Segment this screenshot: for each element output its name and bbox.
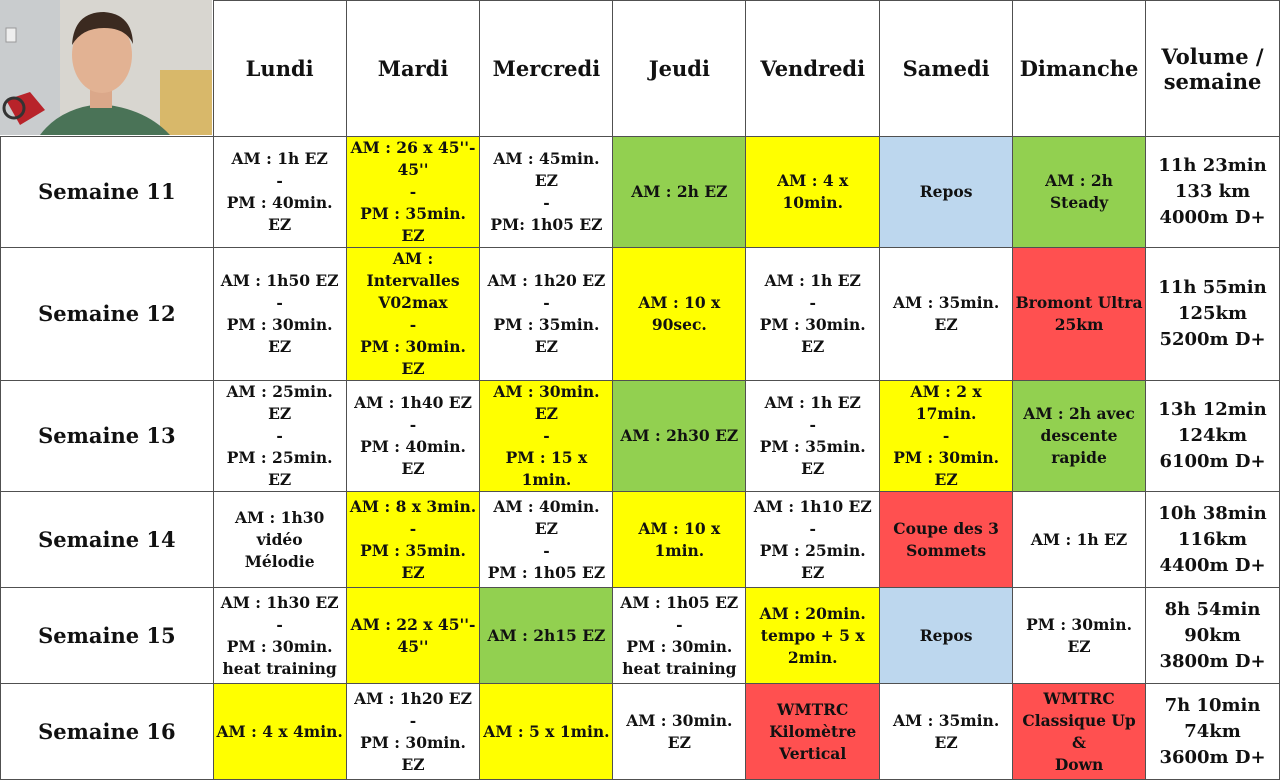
week-label: Semaine 15 bbox=[0, 587, 214, 684]
day-header-mardi: Mardi bbox=[345, 0, 481, 137]
week-label: Semaine 16 bbox=[0, 683, 214, 780]
webcam-video-frame bbox=[0, 0, 212, 135]
workout-cell-lundi: AM : 1h30 EZ - PM : 30min. heat training bbox=[212, 587, 347, 684]
workout-cell-samedi: Repos bbox=[879, 136, 1014, 248]
workout-cell-mercredi: AM : 45min. EZ - PM: 1h05 EZ bbox=[479, 136, 614, 248]
weekly-volume-cell: 7h 10min 74km 3600m D+ bbox=[1145, 683, 1280, 780]
workout-cell-samedi: AM : 35min. EZ bbox=[879, 247, 1014, 381]
weekly-volume-cell: 11h 23min 133 km 4000m D+ bbox=[1145, 136, 1280, 248]
workout-cell-mardi: AM : 1h20 EZ - PM : 30min. EZ bbox=[345, 683, 481, 780]
week-label: Semaine 14 bbox=[0, 491, 214, 588]
workout-cell-dimanche: AM : 2h avec descente rapide bbox=[1012, 380, 1147, 492]
workout-cell-lundi: AM : 25min. EZ - PM : 25min. EZ bbox=[212, 380, 347, 492]
week-row: Semaine 15 AM : 1h30 EZ - PM : 30min. hea… bbox=[0, 587, 1280, 684]
workout-cell-mardi: AM : 26 x 45''- 45'' - PM : 35min. EZ bbox=[345, 136, 481, 248]
week-row: Semaine 14 AM : 1h30 vidéo Mélodie AM : 8 … bbox=[0, 491, 1280, 588]
workout-cell-mercredi: AM : 1h20 EZ - PM : 35min. EZ bbox=[479, 247, 614, 381]
workout-cell-mercredi: AM : 5 x 1min. bbox=[479, 683, 614, 780]
week-row: Semaine 12 AM : 1h50 EZ - PM : 30min. EZ A… bbox=[0, 247, 1280, 381]
weekly-volume-cell: 8h 54min 90km 3800m D+ bbox=[1145, 587, 1280, 684]
workout-cell-lundi: AM : 1h30 vidéo Mélodie bbox=[212, 491, 347, 588]
workout-cell-jeudi: AM : 10 x 1min. bbox=[612, 491, 747, 588]
workout-cell-mardi: AM : 22 x 45''- 45'' bbox=[345, 587, 481, 684]
workout-cell-jeudi: AM : 1h05 EZ - PM : 30min. heat training bbox=[612, 587, 747, 684]
workout-cell-lundi: AM : 1h EZ - PM : 40min. EZ bbox=[212, 136, 347, 248]
week-label: Semaine 11 bbox=[0, 136, 214, 248]
workout-cell-vendredi: AM : 4 x 10min. bbox=[745, 136, 881, 248]
workout-cell-mardi: AM : 1h40 EZ - PM : 40min. EZ bbox=[345, 380, 481, 492]
workout-cell-lundi: AM : 1h50 EZ - PM : 30min. EZ bbox=[212, 247, 347, 381]
workout-cell-jeudi: AM : 2h30 EZ bbox=[612, 380, 747, 492]
workout-cell-samedi: AM : 35min. EZ bbox=[879, 683, 1014, 780]
workout-cell-samedi: Repos bbox=[879, 587, 1014, 684]
workout-cell-vendredi: AM : 1h EZ - PM : 30min. EZ bbox=[745, 247, 881, 381]
weekly-volume-cell: 13h 12min 124km 6100m D+ bbox=[1145, 380, 1280, 492]
workout-cell-mercredi: AM : 30min. EZ - PM : 15 x 1min. bbox=[479, 380, 614, 492]
volume-header: Volume / semaine bbox=[1145, 0, 1280, 137]
day-header-dimanche: Dimanche bbox=[1012, 0, 1147, 137]
week-label: Semaine 13 bbox=[0, 380, 214, 492]
workout-cell-jeudi: AM : 10 x 90sec. bbox=[612, 247, 747, 381]
day-header-mercredi: Mercredi bbox=[479, 0, 614, 137]
header-row: Lundi Mardi Mercredi Jeudi Vendredi Same… bbox=[1, 0, 1280, 137]
workout-cell-dimanche: WMTRC Classique Up & Down bbox=[1012, 683, 1147, 780]
day-header-lundi: Lundi bbox=[212, 0, 347, 137]
workout-cell-dimanche: PM : 30min. EZ bbox=[1012, 587, 1147, 684]
workout-cell-vendredi: AM : 1h10 EZ - PM : 25min. EZ bbox=[745, 491, 881, 588]
workout-cell-jeudi: AM : 30min. EZ bbox=[612, 683, 747, 780]
webcam-overlay bbox=[0, 0, 212, 135]
workout-cell-lundi: AM : 4 x 4min. bbox=[212, 683, 347, 780]
workout-cell-jeudi: AM : 2h EZ bbox=[612, 136, 747, 248]
workout-cell-mercredi: AM : 40min. EZ - PM : 1h05 EZ bbox=[479, 491, 614, 588]
workout-cell-dimanche: Bromont Ultra 25km bbox=[1012, 247, 1147, 381]
week-row: Semaine 13 AM : 25min. EZ - PM : 25min. E… bbox=[0, 380, 1280, 492]
workout-cell-vendredi: AM : 20min. tempo + 5 x 2min. bbox=[745, 587, 881, 684]
day-header-vendredi: Vendredi bbox=[745, 0, 881, 137]
workout-cell-dimanche: AM : 2h Steady bbox=[1012, 136, 1147, 248]
workout-cell-mardi: AM : Intervalles V02max - PM : 30min. EZ bbox=[345, 247, 481, 381]
corner-cell bbox=[1, 1, 214, 137]
workout-cell-mercredi: AM : 2h15 EZ bbox=[479, 587, 614, 684]
workout-cell-dimanche: AM : 1h EZ bbox=[1012, 491, 1147, 588]
workout-cell-samedi: Coupe des 3 Sommets bbox=[879, 491, 1014, 588]
day-header-jeudi: Jeudi bbox=[612, 0, 747, 137]
workout-cell-mardi: AM : 8 x 3min. - PM : 35min. EZ bbox=[345, 491, 481, 588]
weekly-volume-cell: 11h 55min 125km 5200m D+ bbox=[1145, 247, 1280, 381]
week-row: Semaine 16 AM : 4 x 4min. AM : 1h20 EZ - P… bbox=[0, 683, 1280, 780]
week-label: Semaine 12 bbox=[0, 247, 214, 381]
day-header-samedi: Samedi bbox=[879, 0, 1014, 137]
workout-cell-vendredi: WMTRC Kilomètre Vertical bbox=[745, 683, 881, 780]
weekly-volume-cell: 10h 38min 116km 4400m D+ bbox=[1145, 491, 1280, 588]
week-row: Semaine 11 AM : 1h EZ - PM : 40min. EZ AM … bbox=[0, 136, 1280, 248]
workout-cell-samedi: AM : 2 x 17min. - PM : 30min. EZ bbox=[879, 380, 1014, 492]
workout-cell-vendredi: AM : 1h EZ - PM : 35min. EZ bbox=[745, 380, 881, 492]
